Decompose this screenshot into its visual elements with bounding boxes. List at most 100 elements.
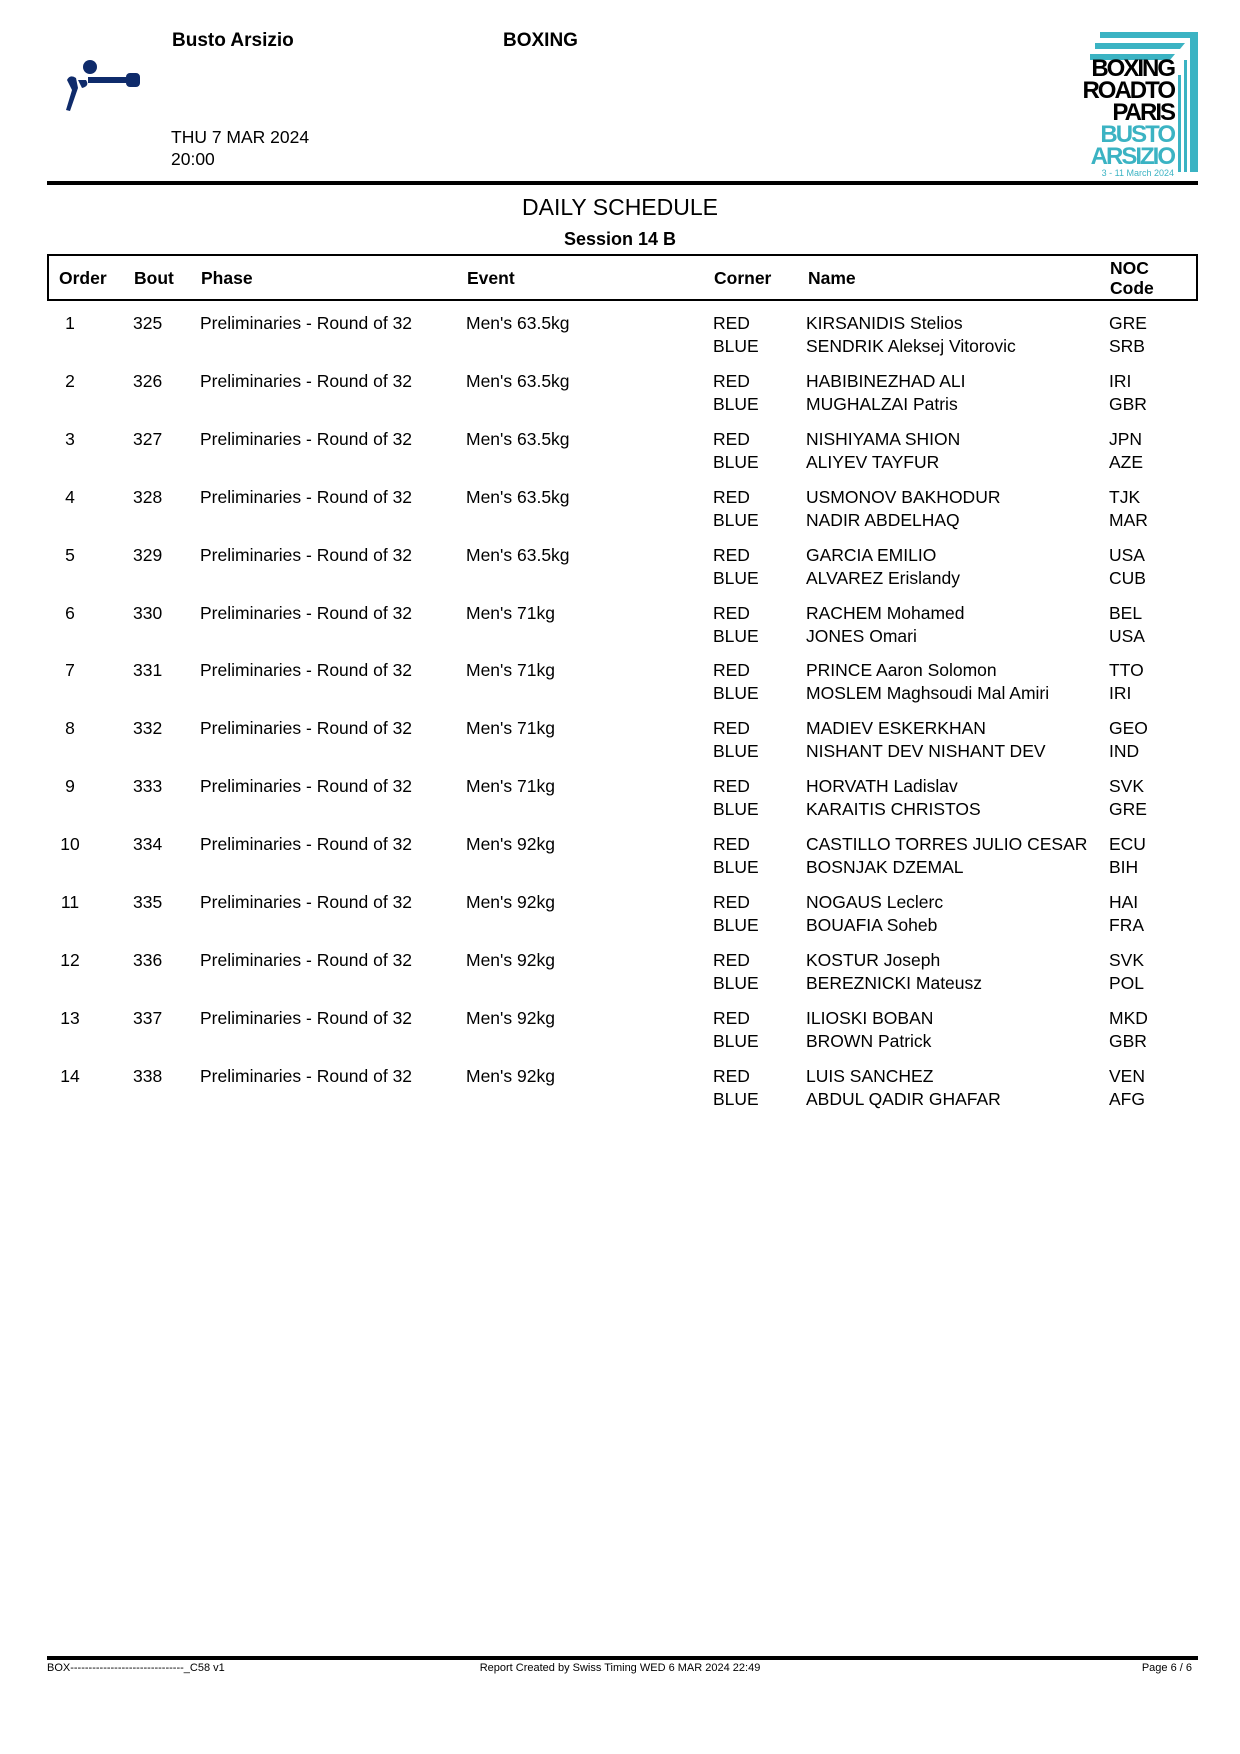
page-title: DAILY SCHEDULE: [522, 194, 718, 220]
corner-value: RED: [713, 486, 750, 507]
order-value: 9: [65, 776, 75, 797]
event-value: Men's 71kg: [466, 718, 555, 739]
cell-bout: 334: [133, 833, 162, 856]
noc-value: TTO: [1109, 660, 1144, 681]
name-value: MOSLEM Maghsoudi Mal Amiri: [806, 683, 1050, 704]
event-value: Men's 92kg: [466, 949, 555, 970]
phase-value: Preliminaries - Round of 32: [200, 428, 413, 449]
session-label: Session 14 B: [563, 229, 677, 249]
footer-rule: [47, 1656, 1198, 1660]
cell-name: MADIEV ESKERKHAN NISHANT DEV NISHANT DEV: [806, 717, 1046, 763]
cell-bout: 331: [133, 659, 162, 682]
order-value: 7: [65, 660, 75, 681]
event-value: Men's 71kg: [466, 660, 555, 681]
corner-value: BLUE: [713, 857, 759, 878]
corner-value: RED: [713, 834, 750, 855]
cell-name: KOSTUR Joseph BEREZNICKI Mateusz: [806, 949, 982, 995]
cell-event: Men's 92kg: [466, 1007, 555, 1030]
cell-order: 5: [52, 544, 88, 567]
cell-phase: Preliminaries - Round of 32: [200, 949, 412, 972]
name-value: GARCIA EMILIO: [806, 544, 937, 565]
order-value: 2: [65, 370, 75, 391]
cell-noc: HAI FRA: [1109, 891, 1144, 937]
table-row: 1 325 Preliminaries - Round of 32 Men's 63.…: [0, 312, 1240, 370]
cell-corner: RED BLUE: [713, 544, 759, 590]
name-value: KOSTUR Joseph: [806, 949, 941, 970]
noc-value: GRE: [1109, 799, 1147, 820]
cell-order: 14: [52, 1065, 88, 1088]
cell-event: Men's 71kg: [466, 659, 555, 682]
corner-value: BLUE: [713, 799, 759, 820]
event-value: Men's 92kg: [466, 892, 555, 912]
cell-event: Men's 92kg: [466, 833, 555, 856]
cell-noc: JPN AZE: [1109, 428, 1143, 474]
noc-value: MAR: [1109, 509, 1148, 530]
event-value: Men's 63.5kg: [466, 428, 570, 449]
noc-value: GEO: [1109, 718, 1148, 739]
noc-value: POL: [1109, 972, 1145, 993]
table-row: 6 330 Preliminaries - Round of 32 Men's 71k…: [0, 602, 1240, 660]
date: THU 7 MAR 2024: [171, 127, 310, 147]
name-value: BEREZNICKI Mateusz: [806, 972, 983, 993]
corner-value: BLUE: [713, 915, 759, 935]
corner-value: BLUE: [713, 1088, 759, 1109]
cell-bout: 335: [133, 891, 162, 914]
bout-value: 336: [133, 949, 163, 970]
corner-value: RED: [713, 1007, 750, 1028]
event-value: Men's 63.5kg: [466, 544, 570, 565]
noc-value: IRI: [1109, 683, 1132, 704]
order-value: 12: [60, 949, 80, 970]
bout-value: 338: [133, 1065, 163, 1086]
name-value: ALVAREZ Erislandy: [806, 567, 960, 588]
bout-value: 328: [133, 486, 163, 507]
event-value: Men's 63.5kg: [466, 313, 570, 333]
corner-value: RED: [713, 892, 750, 912]
col-phase: Phase: [201, 268, 253, 288]
noc-value: JPN: [1109, 428, 1143, 449]
cell-phase: Preliminaries - Round of 32: [200, 833, 412, 856]
noc-value: ECU: [1109, 834, 1146, 855]
cell-event: Men's 92kg: [466, 1065, 555, 1088]
table-row: 4 328 Preliminaries - Round of 32 Men's 63.…: [0, 486, 1240, 544]
name-value: ALIYEV TAYFUR: [806, 451, 940, 472]
event-value: Men's 92kg: [466, 1065, 555, 1086]
noc-value: CUB: [1109, 567, 1146, 588]
phase-value: Preliminaries - Round of 32: [200, 776, 413, 797]
cell-bout: 326: [133, 370, 162, 393]
cell-name: NISHIYAMA SHION ALIYEV TAYFUR: [806, 428, 960, 474]
cell-event: Men's 63.5kg: [466, 312, 570, 335]
order-value: 11: [60, 892, 80, 912]
noc-value: GBR: [1109, 393, 1147, 414]
name-value: KIRSANIDIS Stelios: [806, 313, 963, 333]
cell-order: 10: [52, 833, 88, 856]
cell-order: 6: [52, 602, 88, 625]
phase-value: Preliminaries - Round of 32: [200, 834, 413, 855]
cell-bout: 336: [133, 949, 162, 972]
cell-corner: RED BLUE: [713, 717, 759, 763]
cell-phase: Preliminaries - Round of 32: [200, 370, 412, 393]
cell-bout: 328: [133, 486, 162, 509]
noc-value: USA: [1109, 544, 1145, 565]
col-name: Name: [808, 268, 856, 288]
name-value: RACHEM Mohamed: [806, 602, 965, 623]
order-value: 10: [60, 834, 80, 855]
footer-code: BOX-------------------------------_C58 v…: [47, 1662, 225, 1674]
cell-corner: RED BLUE: [713, 312, 759, 358]
table-row: 14 338 Preliminaries - Round of 32 Men's 92…: [0, 1065, 1240, 1123]
time: 20:00: [171, 149, 215, 169]
noc-value: IRI: [1109, 370, 1132, 391]
name-value: PRINCE Aaron Solomon: [806, 660, 997, 681]
cell-noc: TJK MAR: [1109, 486, 1148, 532]
noc-value: SVK: [1109, 949, 1145, 970]
name-value: MUGHALZAI Patris: [806, 393, 958, 414]
corner-value: BLUE: [713, 509, 759, 530]
header-rule: [47, 181, 1198, 185]
cell-name: HORVATH Ladislav KARAITIS CHRISTOS: [806, 775, 981, 821]
table-row: 3 327 Preliminaries - Round of 32 Men's 63.…: [0, 428, 1240, 486]
cell-order: 12: [52, 949, 88, 972]
event-value: Men's 71kg: [466, 776, 555, 797]
cell-order: 1: [52, 312, 88, 335]
cell-corner: RED BLUE: [713, 1065, 759, 1111]
cell-phase: Preliminaries - Round of 32: [200, 775, 412, 798]
cell-corner: RED BLUE: [713, 602, 759, 648]
